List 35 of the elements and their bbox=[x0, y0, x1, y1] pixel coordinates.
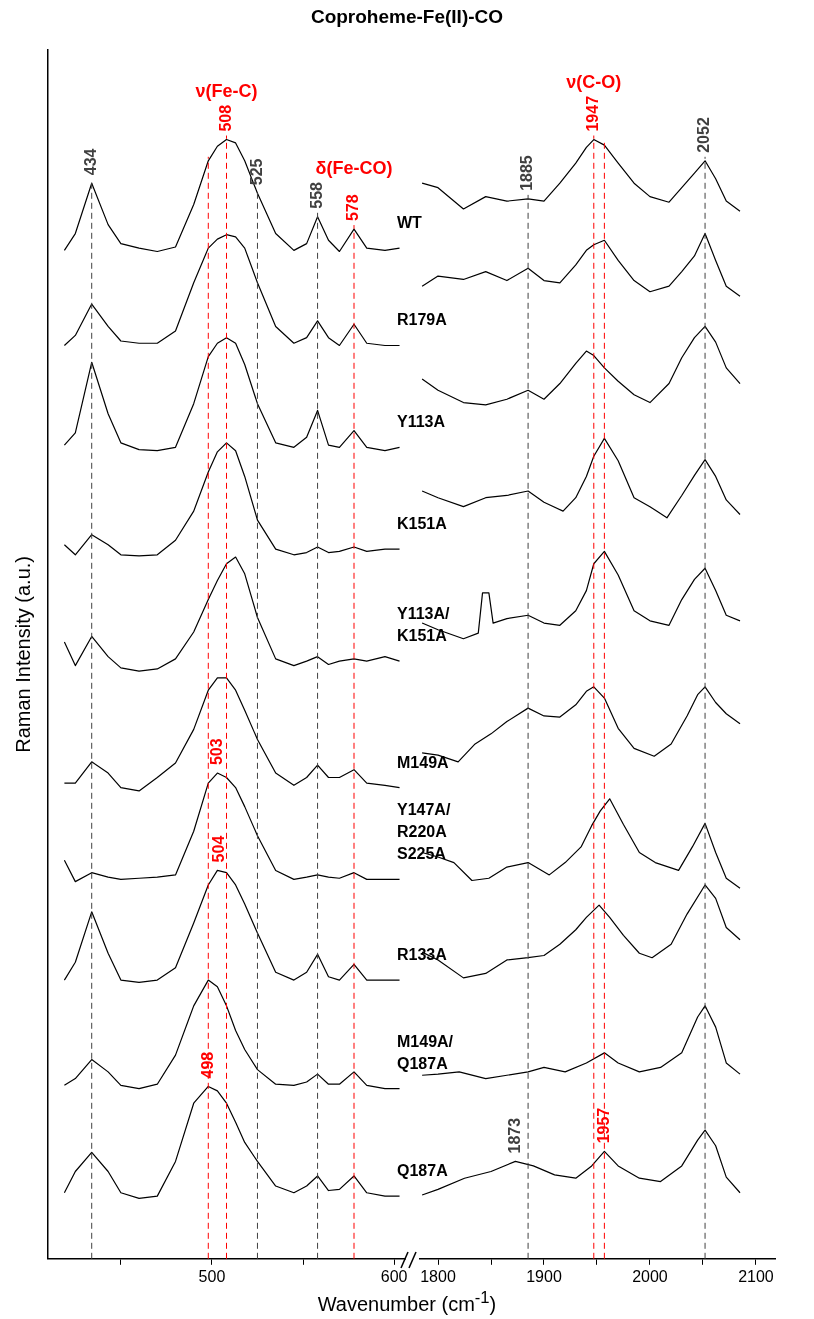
ref-line-label: 525 bbox=[247, 158, 265, 186]
x-tick-label: 1800 bbox=[420, 1267, 456, 1285]
series-label: M149A bbox=[397, 753, 450, 771]
series-label: M149A/ Q187A bbox=[397, 1032, 454, 1072]
series-label: Y113A/ K151A bbox=[397, 605, 451, 645]
ref-line-label: 508 bbox=[216, 104, 234, 132]
ref-line-label: 558 bbox=[307, 181, 325, 209]
y-axis-title: Raman Intensity (a.u.) bbox=[11, 556, 34, 753]
ref-line-label: 2052 bbox=[695, 117, 713, 153]
annotation: ν(Fe-C) bbox=[195, 80, 258, 101]
annotation: 498 bbox=[198, 1051, 216, 1079]
x-tick-label: 2000 bbox=[632, 1267, 668, 1285]
ref-line-label: 434 bbox=[82, 148, 100, 176]
annotation: ν(C-O) bbox=[566, 71, 622, 92]
series-label: K151A bbox=[397, 515, 448, 533]
chart-title: Coproheme-Fe(II)-CO bbox=[309, 6, 505, 28]
x-tick-label: 500 bbox=[198, 1267, 226, 1285]
annotation: δ(Fe-CO) bbox=[315, 158, 393, 179]
x-tick-label: 2100 bbox=[738, 1267, 774, 1285]
series-label: Y147A/ R220A S225A bbox=[397, 801, 451, 863]
x-tick-label: 1900 bbox=[526, 1267, 562, 1285]
series-label: Y113A bbox=[397, 413, 446, 431]
series-label: R179A bbox=[397, 311, 448, 329]
ref-line-label: 578 bbox=[344, 194, 362, 222]
ref-line-label: 1947 bbox=[584, 95, 602, 132]
series-label: WT bbox=[397, 214, 423, 232]
annotation: 1957 bbox=[594, 1107, 612, 1144]
annotation: 504 bbox=[209, 835, 227, 863]
annotation: 503 bbox=[207, 738, 225, 766]
series-label: R133A bbox=[397, 946, 448, 964]
x-tick-label: 600 bbox=[380, 1267, 408, 1285]
x-axis-title: Wavenumber (cm$^{-1}$) bbox=[316, 1288, 498, 1316]
series-label: Q187A bbox=[397, 1162, 449, 1180]
ref-line-label: 1885 bbox=[518, 155, 536, 191]
annotation: 1873 bbox=[505, 1117, 523, 1154]
